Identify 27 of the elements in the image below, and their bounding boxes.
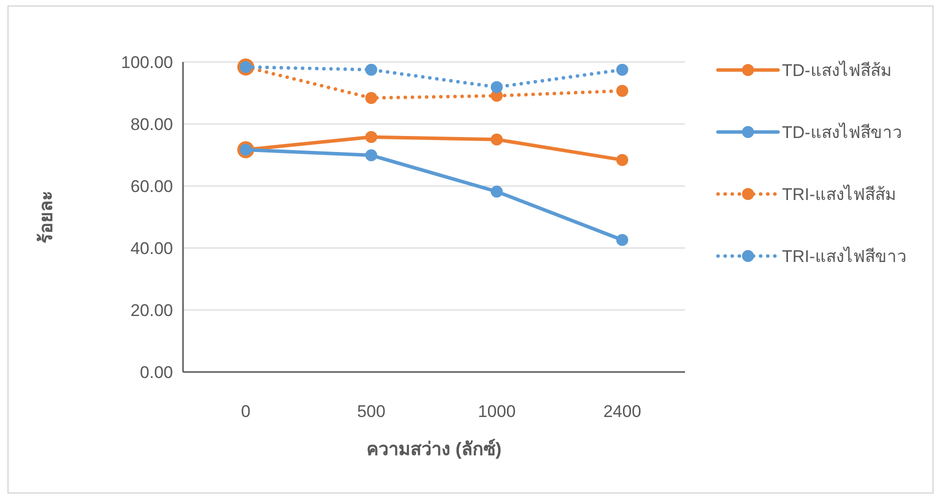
- legend-label: TRI-แสงไฟสีส้ม: [782, 184, 896, 204]
- point: [365, 64, 378, 76]
- y-tick-label: 20.00: [130, 301, 173, 320]
- x-tick-label: 500: [357, 402, 386, 421]
- x-tick-label: 0: [241, 402, 250, 421]
- legend-label: TD-แสงไฟสีส้ม: [782, 60, 892, 80]
- y-axis-title: ร้อยละ: [36, 190, 56, 244]
- legend-label: TRI-แสงไฟสีขาว: [782, 246, 908, 266]
- x-axis-title: ความสว่าง (ลักซ์): [366, 438, 502, 459]
- point: [616, 84, 628, 97]
- point: [365, 131, 378, 144]
- legend-label: TD-แสงไฟสีขาว: [782, 122, 902, 142]
- point: [490, 186, 503, 198]
- point: [490, 81, 503, 94]
- y-tick-label: 60.00: [130, 177, 173, 196]
- point: [616, 64, 628, 76]
- y-tick-label: 40.00: [130, 239, 173, 258]
- y-tick-label: 100.00: [121, 53, 173, 72]
- x-tick-label: 2400: [603, 402, 642, 421]
- point: [490, 134, 503, 146]
- y-tick-label: 0.00: [140, 363, 173, 382]
- y-tick-label: 80.00: [130, 115, 173, 134]
- x-tick-label: 1000: [478, 402, 516, 421]
- point: [616, 154, 628, 166]
- point: [365, 92, 378, 104]
- point: [365, 149, 378, 162]
- point: [616, 234, 628, 246]
